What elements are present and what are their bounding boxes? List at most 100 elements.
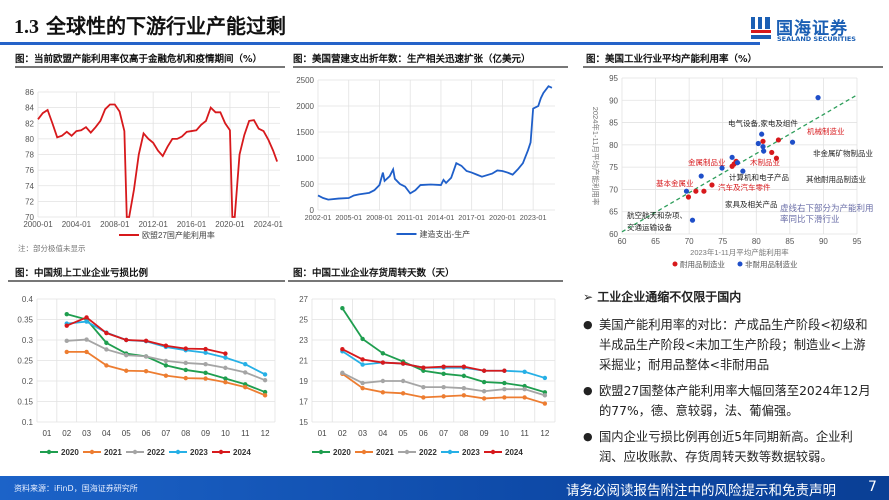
scatter-annotation: 家具及相关产品 [725,200,778,209]
scatter-point [685,194,692,200]
data-point [481,396,487,401]
legend-label: 2020 [333,448,351,457]
data-point [380,360,386,365]
scatter-point [760,144,766,150]
series-line [341,348,505,372]
x-tick-label: 12 [540,429,549,438]
data-point [461,364,467,369]
data-point [84,317,89,322]
arrow-bullet-icon: ➢ [583,290,594,304]
divider [583,66,883,68]
x-tick-label: 2020-01 [215,220,245,229]
legend-marker [132,449,138,455]
y-tick-label: 80 [609,141,618,150]
y-tick-label: 75 [609,163,618,172]
scatter-annotation: 汽车及汽车零件 [718,183,771,192]
logo: 国海证券 SEALAND SECURITIES [750,14,885,44]
data-point [203,346,208,352]
x-tick-label: 06 [142,429,151,438]
x-tick-label: 01 [318,429,327,438]
legend-marker [672,261,678,267]
x-tick-label: 80 [752,237,761,246]
x-tick-label: 90 [819,237,828,246]
series-line [37,103,278,218]
legend-label: 2020 [61,448,79,457]
legend-marker [490,449,496,455]
data-point [183,360,188,366]
data-point [502,387,507,392]
data-point [163,358,169,364]
data-point [360,336,365,342]
data-point [203,376,208,381]
source-note: 资料来源：iFinD，国海证券研究所 [14,484,138,493]
y-tick-label: 15 [299,418,308,427]
scatter-point [761,148,767,154]
y-tick-label: 2000 [296,102,314,111]
data-point [243,361,248,367]
x-tick-label: 2005-01 [335,213,362,222]
y-tick-label: 25 [299,316,308,325]
x-tick-label: 07 [161,429,170,438]
scatter-point [729,163,735,169]
data-point [64,349,69,355]
data-point [522,369,527,374]
data-point [124,337,129,343]
logo-name-en: SEALAND SECURITIES [777,35,856,43]
x-tick-label: 2008-01 [100,220,130,229]
bullet-item: ● 美国产能利用率的对比：产成品生产阶段<初级和半成品生产阶段<未加工生产阶段；制… [583,315,883,375]
y-tick-label: 0.4 [22,295,34,304]
x-tick-label: 2012-01 [138,220,168,229]
x-tick-label: 2004-01 [62,220,92,229]
y-tick-label: 90 [609,96,618,105]
bullet-dot-icon: ● [583,384,593,397]
legend-label: 2021 [104,448,122,457]
x-tick-label: 02 [338,429,347,438]
x-tick-label: 11 [241,429,250,438]
data-point [84,315,89,320]
x-axis-label: 2023年1-11月平均产能利用率 [690,247,789,257]
data-point [400,361,406,366]
legend-label: 2024 [505,448,523,457]
data-point [340,306,345,311]
x-tick-label: 70 [685,237,694,246]
x-tick-label: 02 [62,429,71,438]
data-point [124,352,129,358]
data-point [421,365,426,370]
data-point [143,354,149,359]
data-point [380,378,386,384]
y-tick-label: 74 [25,182,34,191]
data-point [262,377,268,383]
data-point [84,337,89,342]
y-tick-label: 0.15 [17,398,33,407]
legend-marker [46,449,52,455]
data-point [223,365,228,371]
scatter-annotation: 非金属矿物制品业 [813,149,873,158]
scatter-annotation: 虚线右下部分为产能利用 [780,204,874,214]
y-tick-label: 85 [609,119,618,128]
legend-marker [737,261,743,267]
scatter-annotation: 交通运输设备 [627,223,672,232]
data-point [243,370,248,375]
data-point [64,321,69,326]
data-point [183,367,188,373]
x-tick-label: 65 [651,237,660,246]
data-point [84,349,89,355]
scatter-annotation: 计算机和电子产品 [729,173,789,182]
series-line [66,350,266,397]
legend-label: 2022 [419,448,437,457]
x-tick-label: 01 [42,429,51,438]
data-point [461,393,467,398]
y-tick-label: 86 [25,88,34,97]
y-tick-label: 2500 [296,76,314,85]
divider [293,66,568,68]
us-scatter-title: 图：美国工业行业平均产能利用率（%） [586,54,758,65]
data-point [183,346,188,351]
y-tick-label: 72 [25,197,34,206]
scatter-point [731,161,737,167]
y-tick-label: 70 [25,213,34,222]
legend-marker [318,449,324,455]
x-tick-label: 2008-01 [366,213,393,222]
data-point [223,380,228,385]
x-tick-label: 08 [181,429,190,438]
scatter-annotation: 金属制品业 [688,158,726,167]
